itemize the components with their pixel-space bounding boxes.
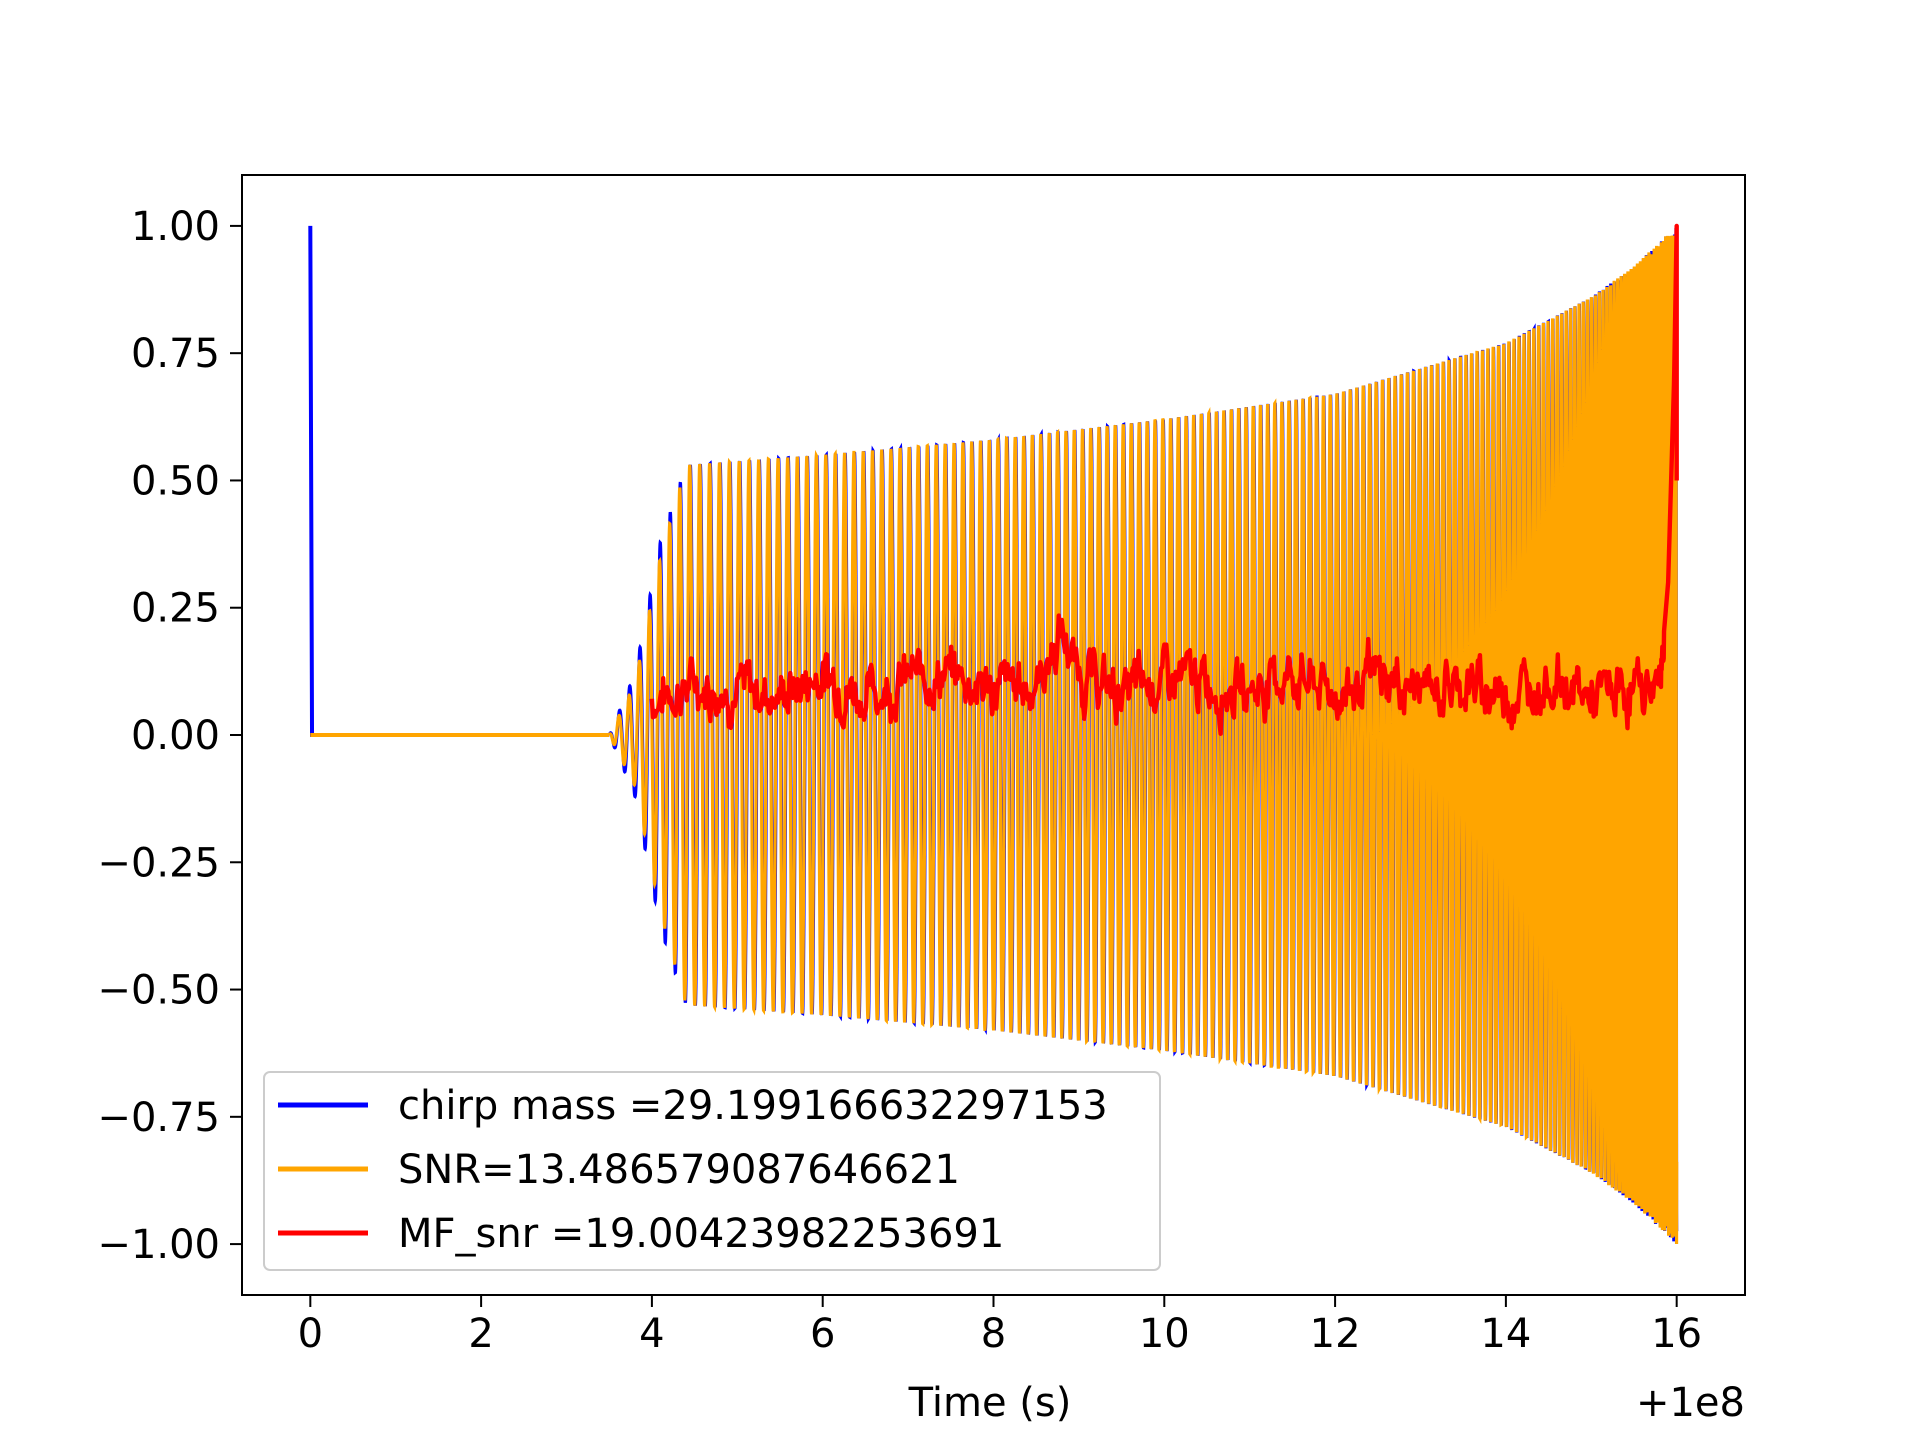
x-tick-label: 10: [1139, 1311, 1190, 1357]
y-tick-label: 0.75: [131, 331, 220, 377]
x-tick-label: 8: [981, 1311, 1006, 1357]
series-mf-snr-line: [649, 223, 1679, 736]
y-tick-label: 0.25: [131, 586, 220, 632]
legend-box: [263, 1071, 1161, 1271]
y-tick-label: −0.25: [97, 840, 220, 886]
plot-area: [308, 223, 1679, 1244]
x-axis-label: Time (s): [908, 1380, 1072, 1426]
x-tick-label: 14: [1480, 1311, 1531, 1357]
x-axis-offset-label: +1e8: [1636, 1380, 1745, 1426]
x-tick-label: 6: [810, 1311, 835, 1357]
series-group: [308, 223, 1679, 1244]
series-snr-line: [607, 235, 1679, 1244]
legend: chirp mass =29.199166632297153 SNR=13.486…: [263, 1071, 1161, 1271]
y-tick-label: −0.75: [97, 1095, 220, 1141]
x-tick-label: 0: [298, 1311, 323, 1357]
y-tick-label: −1.00: [97, 1222, 220, 1268]
x-tick-label: 12: [1310, 1311, 1361, 1357]
y-tick-label: 1.00: [131, 204, 220, 250]
y-tick-label: 0.00: [131, 713, 220, 759]
y-tick-label: −0.50: [97, 968, 220, 1014]
y-tick-label: 0.50: [131, 458, 220, 504]
x-tick-label: 4: [639, 1311, 664, 1357]
x-tick-label: 2: [468, 1311, 493, 1357]
axes: 0 2 4 6 8 10 12 14 16 1.00 0.75 0.50 0.25 0.00 −0.25 −0…: [97, 174, 1746, 1357]
legend-entry: SNR=13.486579087646621: [398, 1147, 960, 1193]
legend-entry: MF_snr =19.00423982253691: [398, 1211, 1004, 1257]
x-tick-label: 16: [1651, 1311, 1702, 1357]
legend-entry: chirp mass =29.199166632297153: [398, 1083, 1108, 1129]
